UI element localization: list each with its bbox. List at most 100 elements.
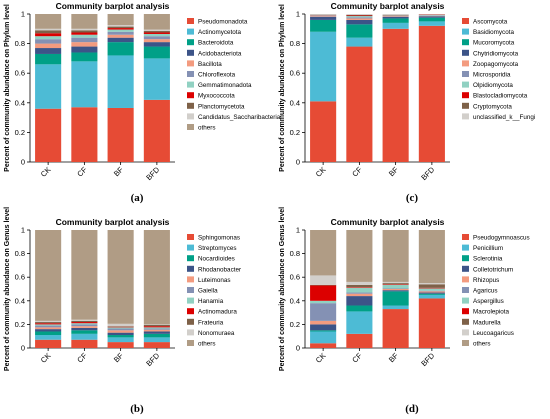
legend-swatch — [462, 287, 469, 293]
x-tick-label: CK — [39, 165, 53, 179]
x-tick-label: BFD — [144, 351, 161, 368]
legend-label: Ascomycota — [473, 19, 508, 26]
legend-swatch — [187, 28, 194, 35]
legend-swatch — [187, 318, 194, 325]
bar-segment — [382, 309, 409, 348]
bar-stack-bf — [382, 230, 409, 348]
bar-segment — [382, 284, 409, 285]
bar-segment — [107, 328, 134, 331]
legend-label: Sphingomonas — [198, 235, 240, 242]
bar-segment — [346, 15, 373, 17]
bar-segment — [71, 14, 98, 29]
bar-segment — [35, 43, 62, 49]
bar-segment — [382, 283, 409, 285]
x-tick-label: BF — [112, 165, 125, 178]
chart-title: Community barplot analysis — [331, 1, 445, 11]
bar-segment — [418, 287, 445, 289]
bar-segment — [346, 333, 373, 348]
bar-stack-cf — [346, 230, 373, 348]
bar-segment — [143, 46, 170, 59]
bar-segment — [143, 331, 170, 334]
y-tick-label: 0.6 — [290, 69, 300, 78]
bar-segment — [71, 61, 98, 108]
legend: Ascomycota Basidiomycota Mucoromycota Chytr… — [462, 18, 535, 121]
bar-stack-bf — [107, 230, 134, 348]
legend-label: Bacillota — [198, 61, 222, 68]
bar-stack-ck — [310, 14, 337, 162]
x-tick-label: BF — [112, 351, 125, 364]
legend-label: Madurella — [473, 319, 501, 326]
legend-label: Myxococcota — [198, 93, 235, 100]
bar-segment — [107, 323, 134, 327]
legend-label: Frateuria — [198, 319, 224, 326]
bar-segment — [71, 339, 98, 348]
bar-segment — [346, 230, 373, 282]
bar-segment — [35, 53, 62, 65]
bar-segment — [143, 31, 170, 33]
legend-swatch — [187, 276, 194, 283]
bar-segment — [35, 329, 62, 332]
x-tick-label: CK — [39, 351, 53, 365]
bar-segment — [107, 34, 134, 38]
bar-segment — [71, 333, 98, 340]
legend-label: Streptomyces — [198, 245, 237, 252]
y-tick-label: 0.8 — [15, 39, 25, 48]
bar-segment — [382, 28, 409, 162]
bar-segment — [107, 326, 134, 328]
x-tick-label: CK — [314, 351, 328, 365]
bar-segment — [346, 24, 373, 38]
legend-label: Sclerotinia — [473, 256, 503, 263]
panel-label: (c) — [406, 192, 419, 204]
bar-stack-ck — [35, 230, 62, 348]
chart-panel-3: Community barplot analysis 0 0.2 0.4 0.6 0.8 1… — [4, 207, 241, 415]
bar-segment — [71, 107, 98, 162]
bar-segment — [346, 14, 373, 16]
bar-segment — [71, 32, 98, 35]
legend-label: Basidiomycota — [473, 29, 514, 36]
legend-label: Chloroflexota — [198, 72, 236, 79]
x-tick-label: CF — [75, 351, 89, 365]
bar-stack-cf — [71, 230, 98, 348]
bar-stack-bf — [382, 14, 409, 162]
x-tick-label: BF — [387, 351, 400, 364]
legend-label: others — [198, 125, 216, 132]
legend-swatch — [187, 124, 194, 130]
bar-segment — [143, 29, 170, 32]
y-tick-label: 0 — [296, 158, 300, 167]
legend-swatch — [462, 28, 469, 35]
bar-segment — [418, 230, 445, 284]
bar-segment — [71, 320, 98, 323]
legend-swatch — [462, 71, 469, 77]
chart-panel-2: Community barplot analysis 0 0.2 0.4 0.6 0.8 1… — [279, 1, 535, 204]
bar-segment — [107, 37, 134, 43]
legend-label: Acidobacteriota — [198, 50, 242, 57]
bar-segment — [71, 37, 98, 43]
bar-segment — [382, 16, 409, 19]
y-tick-label: 0.4 — [290, 98, 300, 107]
bar-segment — [418, 293, 445, 295]
bar-segment — [310, 31, 337, 102]
bar-segment — [310, 285, 337, 301]
bar-segment — [71, 330, 98, 334]
bar-segment — [346, 19, 373, 25]
legend-swatch — [462, 340, 469, 346]
bar-segment — [35, 322, 62, 324]
bar-segment — [418, 288, 445, 291]
bar-segment — [143, 99, 170, 162]
y-tick-label: 1 — [296, 226, 300, 235]
bar-segment — [35, 327, 62, 330]
bar-segment — [418, 21, 445, 26]
bar-stack-bfd — [143, 14, 170, 162]
legend-swatch — [187, 18, 194, 24]
bar-segment — [346, 284, 373, 288]
y-tick-label: 0.4 — [290, 296, 300, 305]
bar-segment — [35, 30, 62, 34]
legend-swatch — [462, 255, 469, 262]
panel-label: (b) — [130, 403, 144, 415]
bar-stack-bfd — [418, 230, 445, 348]
legend-label: Colletotrichum — [473, 266, 513, 273]
bar-segment — [71, 230, 98, 320]
bar-segment — [35, 64, 62, 109]
bar-segment — [107, 31, 134, 35]
legend-label: Gemmatimonadota — [198, 82, 252, 89]
